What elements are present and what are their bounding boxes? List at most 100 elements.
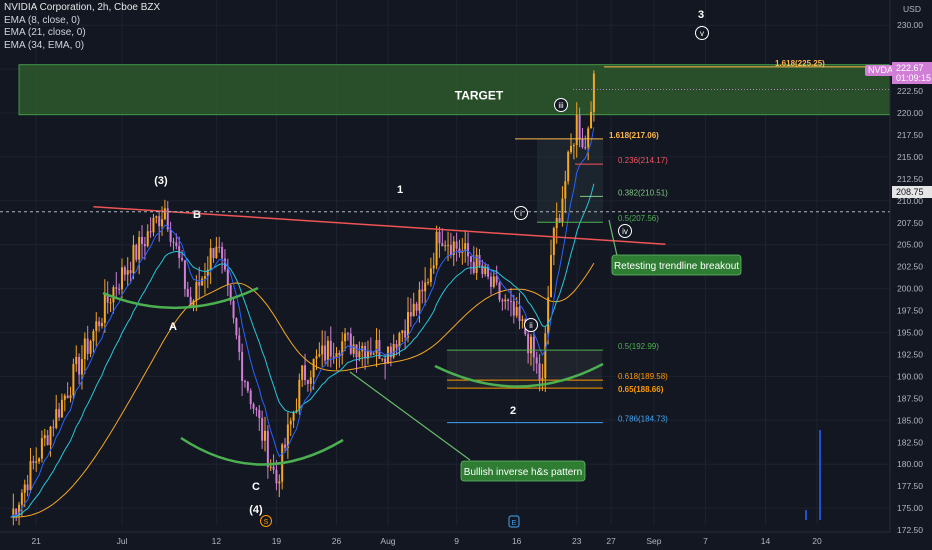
candle-body (384, 358, 387, 364)
candle-body (572, 144, 575, 146)
candle-body (575, 115, 578, 145)
candle-body (541, 378, 544, 380)
candle-body (424, 282, 427, 292)
candle-body (115, 287, 118, 289)
wave-label-ii[interactable]: ii (524, 318, 538, 332)
candle-body (32, 461, 35, 463)
wave-label-1: 1 (397, 184, 403, 196)
candle-body (275, 469, 278, 484)
candle-body (249, 390, 252, 405)
candle-body (429, 268, 432, 282)
candle-body (175, 242, 178, 246)
ema8-line[interactable] (10, 127, 595, 518)
price-tick-label: 202.50 (897, 262, 923, 272)
wave-label-v[interactable]: v (695, 26, 709, 40)
wave-label-c: C (252, 481, 260, 493)
price-tick-label: 212.50 (897, 174, 923, 184)
dividend-event-marker[interactable]: S (260, 515, 272, 527)
candle-body (507, 299, 510, 302)
wave-label-3: 3 (698, 9, 704, 21)
candle-body (346, 333, 349, 335)
wave-label-iii[interactable]: iii (554, 98, 568, 112)
callout-hs[interactable]: Bullish inverse h&s pattern (460, 460, 586, 482)
candle-body (15, 508, 18, 515)
time-tick-label: 14 (761, 536, 771, 546)
candle-body (495, 276, 498, 283)
candle-body (381, 358, 384, 360)
candle-body (309, 377, 312, 384)
candle-body (404, 330, 407, 338)
candles (12, 70, 595, 526)
candle-body (501, 299, 504, 302)
fib-label: 1.618(225.25) (775, 59, 825, 68)
candle-body (561, 198, 564, 223)
candle-body (406, 312, 410, 338)
candle-body (441, 243, 444, 247)
candle-body (138, 236, 141, 260)
callout-hs-text: Bullish inverse h&s pattern (464, 467, 582, 478)
candle-body (364, 345, 367, 359)
candle-body (235, 318, 238, 336)
candle-body (452, 241, 455, 255)
candle-body (284, 444, 287, 448)
candle-body (43, 435, 46, 439)
callout-retest[interactable]: Retesting trendline breakout (611, 254, 742, 276)
chart-legend: NVIDIA Corporation, 2h, Cboe BZX EMA (8,… (4, 2, 160, 52)
arc-right-shoulder[interactable] (434, 362, 604, 388)
candle-body (432, 265, 435, 269)
wave-label-ii-text: ii (529, 321, 533, 330)
candle-body (215, 246, 218, 258)
ema8-legend[interactable]: EMA (8, close, 0) (4, 14, 81, 26)
ema21-legend[interactable]: EMA (21, close, 0) (4, 27, 86, 38)
candle-body (484, 266, 487, 274)
candle-body (324, 345, 327, 361)
wave-label-i[interactable]: i (514, 206, 528, 220)
arc-left-shoulder[interactable] (102, 286, 259, 310)
resistance-trendline[interactable] (93, 205, 666, 245)
earnings-event-marker[interactable]: E (508, 515, 520, 528)
candle-body (355, 344, 358, 358)
candle-body (141, 236, 144, 245)
candle-body (435, 231, 438, 266)
candle-body (527, 334, 530, 354)
candle-body (366, 350, 369, 359)
candle-body (206, 269, 209, 277)
wave-label-iv[interactable]: iv (618, 224, 632, 238)
candle-body (29, 461, 32, 491)
candle-body (386, 346, 389, 364)
callout-retest-text: Retesting trendline breakout (614, 261, 739, 272)
ema34-legend[interactable]: EMA (34, EMA, 0) (4, 39, 85, 51)
price-tick-label: 190.00 (897, 371, 923, 381)
event-s-ring (260, 515, 272, 527)
wave-label-iii-text: iii (558, 101, 564, 110)
candle-body (395, 343, 398, 348)
candle-body (358, 351, 361, 358)
event-s-label: S (264, 519, 269, 526)
time-axis[interactable]: 21 Jul 12 19 26 Aug 9 16 23 27 Sep 7 14 20 (0, 531, 890, 550)
candle-body (112, 287, 115, 303)
time-tick-label: 26 (332, 536, 342, 546)
candle-body (109, 302, 112, 304)
pattern-arcs (102, 286, 604, 466)
candle-body (89, 341, 92, 354)
candle-body (475, 254, 478, 273)
ema34-line[interactable] (10, 262, 595, 518)
candle-body (558, 217, 561, 223)
candle-body (261, 418, 264, 441)
arc-head[interactable] (180, 436, 344, 466)
wave-label-paren-4: (4) (249, 504, 263, 516)
candle-body (509, 301, 512, 303)
price-tick-label: 207.50 (897, 218, 923, 228)
price-tick-label: 197.50 (897, 306, 923, 316)
time-tick-label: 7 (703, 536, 708, 546)
candle-body (209, 248, 212, 270)
candle-body (464, 243, 467, 251)
price-axis[interactable]: USD230.00225.00222.50220.00217.50215.002… (889, 0, 932, 550)
candle-body (286, 424, 289, 448)
candle-body (415, 303, 418, 311)
candle-body (592, 73, 595, 112)
callout-retest-box (611, 254, 742, 276)
candle-body (467, 243, 470, 257)
candle-body (298, 379, 301, 411)
